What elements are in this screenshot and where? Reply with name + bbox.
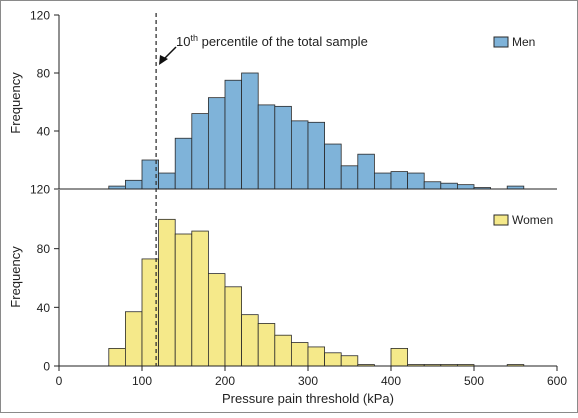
tick-labels: 120 40 80 120 0 40 80 0 100 200 300 400 500 600: [30, 9, 567, 389]
percentile-annotation: 10th percentile of the total sample: [176, 33, 368, 49]
x-tick-label: 200: [215, 374, 235, 388]
x-tick-label: 0: [56, 374, 63, 388]
men-bar: [274, 105, 292, 190]
men-bar: [207, 97, 226, 190]
x-axis-label: Pressure pain threshold (kPa): [222, 391, 394, 406]
legend-women-label: Women: [512, 213, 553, 227]
x-tick-label: 100: [132, 374, 152, 388]
men-bar: [125, 179, 143, 190]
y-tick-label: 80: [37, 242, 51, 256]
men-bar: [357, 153, 375, 190]
men-bar: [191, 113, 209, 190]
men-bar: [158, 172, 176, 190]
legend-men-swatch: [493, 36, 509, 48]
women-bar: [108, 347, 126, 367]
women-bar: [340, 355, 359, 367]
men-bar: [174, 137, 193, 190]
women-bar: [257, 323, 276, 367]
legend-women: Women: [493, 213, 553, 227]
women-histogram: [108, 218, 525, 367]
legend-men: Men: [493, 35, 535, 49]
men-bar: [390, 171, 409, 190]
y-tick-label: 120: [30, 9, 50, 23]
men-bar: [407, 172, 425, 190]
y-tick-label: 40: [37, 125, 51, 139]
legend-men-label: Men: [512, 35, 535, 49]
women-bar: [324, 352, 342, 367]
women-bar: [125, 311, 143, 367]
women-bar: [241, 314, 259, 367]
women-bar: [174, 233, 193, 367]
women-bar: [290, 342, 309, 367]
women-bar: [158, 218, 176, 367]
bottom-y-axis-label: Frequency: [8, 246, 23, 308]
legend-women-swatch: [493, 214, 509, 226]
women-bar: [390, 347, 409, 367]
y-tick-label: 120: [30, 183, 50, 197]
men-bar: [423, 181, 442, 190]
y-tick-label: 80: [37, 67, 51, 81]
y-tick-label: 0: [43, 360, 50, 374]
x-tick-label: 300: [298, 374, 318, 388]
axes: [54, 14, 558, 371]
men-bar: [456, 184, 475, 190]
men-bar: [241, 72, 259, 190]
men-bar: [257, 104, 276, 190]
x-tick-label: 600: [547, 374, 567, 388]
men-bar: [340, 165, 359, 190]
women-bar: [191, 230, 209, 367]
men-bar: [324, 143, 342, 190]
percentile-arrow: [159, 46, 177, 65]
men-bar: [224, 79, 243, 190]
women-bar: [307, 346, 326, 367]
men-histogram: [108, 72, 525, 190]
women-bar: [224, 286, 243, 367]
women-bar: [274, 334, 292, 367]
men-bar: [440, 182, 458, 190]
men-bar: [373, 172, 392, 190]
women-bar: [207, 273, 226, 367]
men-bar: [307, 121, 326, 190]
top-y-axis-label: Frequency: [8, 72, 23, 134]
men-bar: [290, 120, 309, 190]
x-tick-label: 500: [464, 374, 484, 388]
x-tick-label: 400: [381, 374, 401, 388]
y-tick-label: 40: [37, 301, 51, 315]
